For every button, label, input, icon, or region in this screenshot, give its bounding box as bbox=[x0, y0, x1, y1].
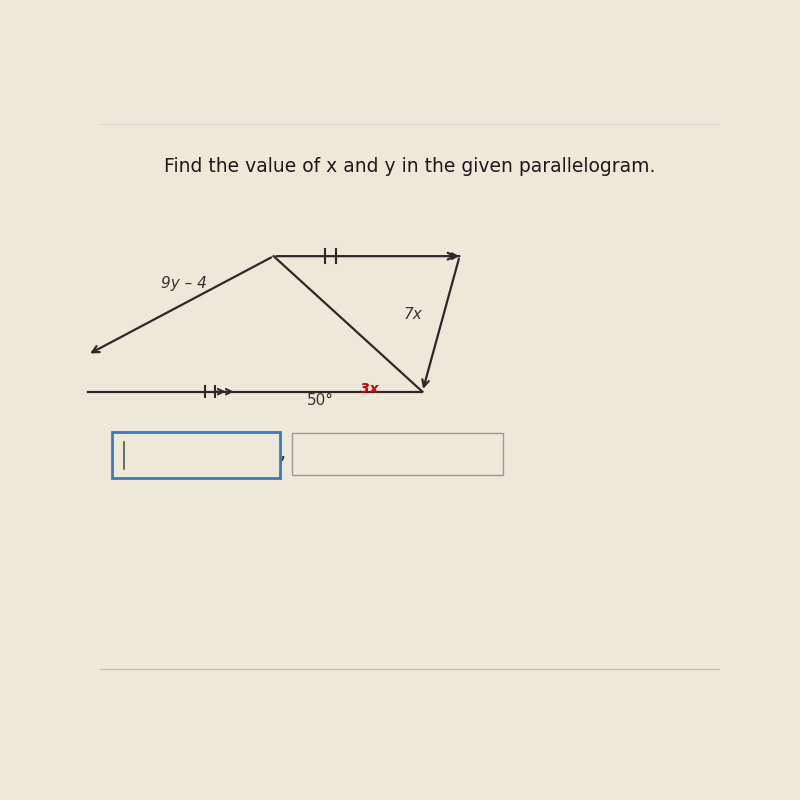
Text: 7x: 7x bbox=[404, 307, 422, 322]
Bar bbox=[112, 432, 280, 478]
Bar bbox=[292, 433, 503, 475]
Text: ,: , bbox=[280, 444, 286, 462]
Text: 3x: 3x bbox=[360, 382, 379, 395]
Text: 50°: 50° bbox=[306, 394, 334, 409]
Text: Find the value of x and y in the given parallelogram.: Find the value of x and y in the given p… bbox=[164, 158, 656, 176]
Text: 9y – 4: 9y – 4 bbox=[161, 276, 206, 291]
